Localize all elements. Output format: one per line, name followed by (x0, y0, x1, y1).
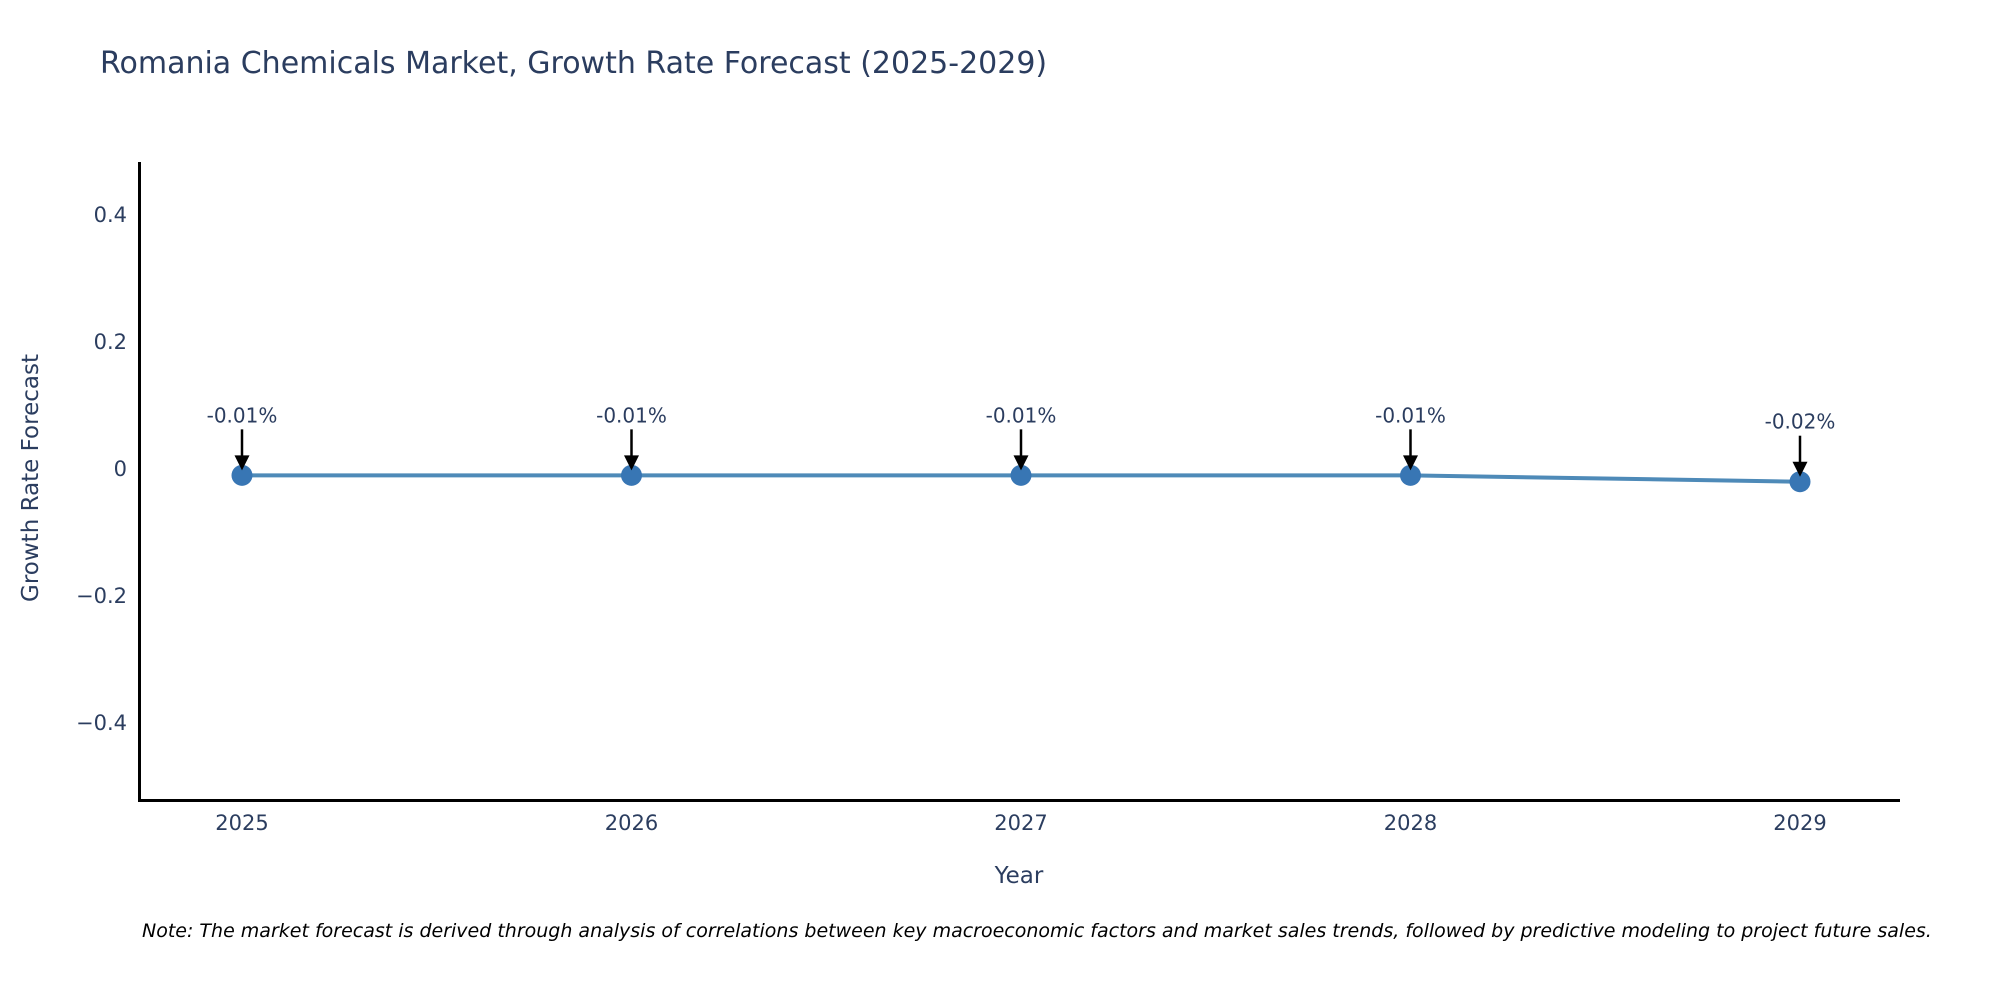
x-tick-label: 2028 (1384, 811, 1437, 835)
annotation-label: -0.01% (1375, 403, 1446, 427)
x-axis-title: Year (994, 863, 1044, 889)
annotation-arrowhead-icon (234, 455, 250, 471)
annotation-arrowhead-icon (1792, 461, 1808, 477)
y-tick-label: −0.2 (76, 584, 127, 608)
data-point-marker[interactable] (621, 464, 642, 486)
footnote: Note: The market forecast is derived thr… (142, 920, 1932, 942)
y-tick-label: 0 (114, 457, 127, 481)
x-tick-label: 2027 (994, 811, 1047, 835)
data-point-marker[interactable] (1789, 471, 1811, 493)
x-tick-label: 2029 (1773, 811, 1826, 835)
annotation-label: -0.02% (1765, 410, 1836, 434)
x-tick-label: 2025 (215, 811, 268, 835)
chart-title: Romania Chemicals Market, Growth Rate Fo… (100, 46, 1048, 81)
annotation-arrowhead-icon (1013, 455, 1029, 471)
annotation-label: -0.01% (596, 403, 667, 427)
y-tick-label: 0.2 (94, 330, 127, 354)
annotation-arrowhead-icon (1403, 455, 1418, 471)
annotation-label: -0.01% (986, 403, 1057, 427)
x-tick-label: 2026 (605, 811, 658, 835)
y-tick-label: 0.4 (94, 203, 127, 227)
data-point-marker[interactable] (1400, 464, 1421, 486)
data-point-marker[interactable] (231, 464, 253, 486)
annotation-arrowhead-icon (624, 455, 639, 471)
y-tick-label: −0.4 (76, 711, 127, 735)
annotation-label: -0.01% (207, 403, 278, 427)
data-point-marker[interactable] (1010, 464, 1032, 486)
